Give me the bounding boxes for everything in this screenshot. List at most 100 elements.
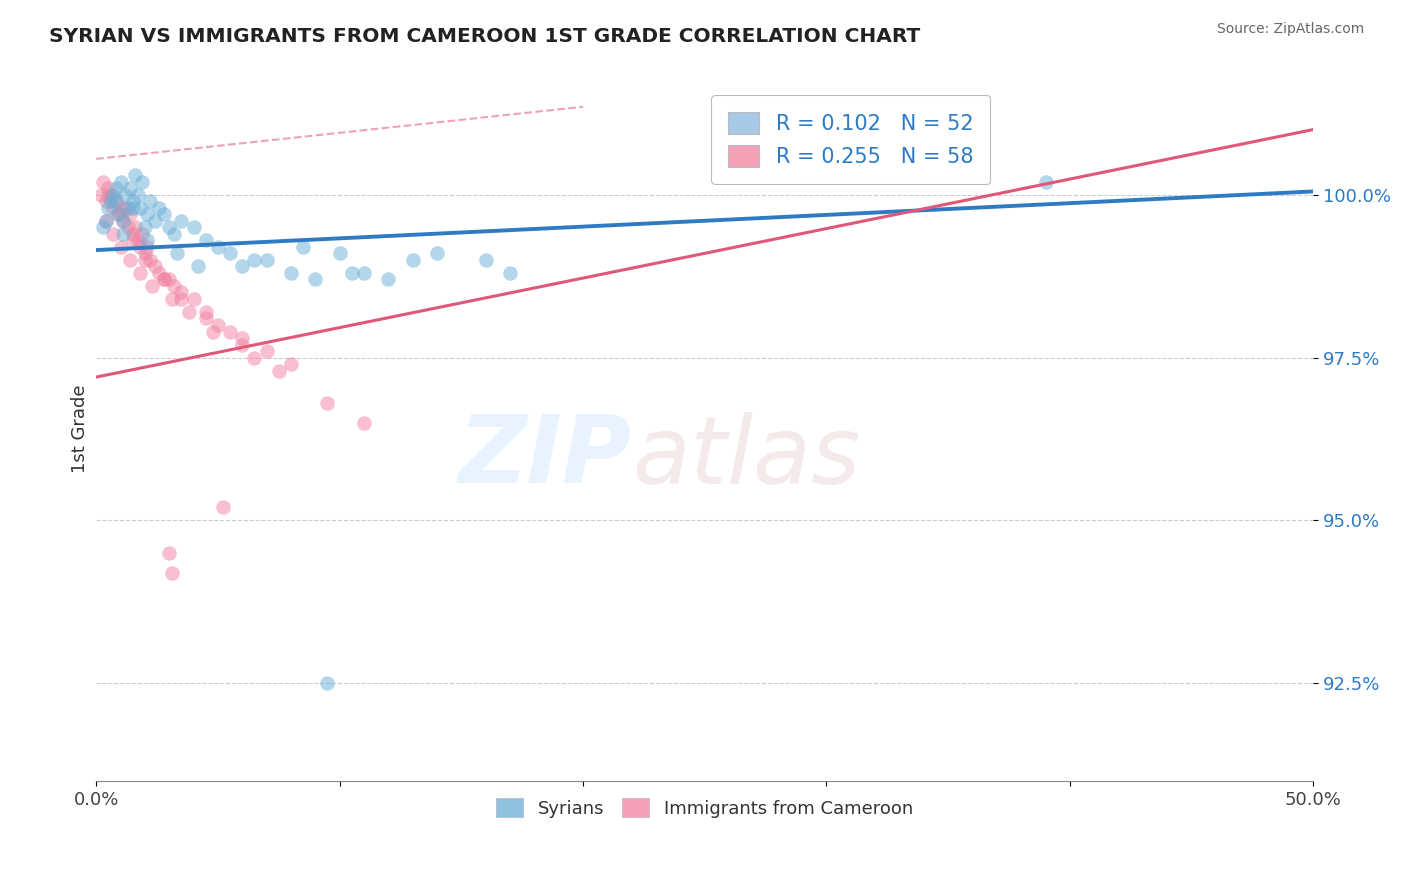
- Point: [127, 233, 149, 247]
- Point: [121, 194, 143, 209]
- Point: [499, 266, 522, 280]
- Point: [94, 213, 117, 227]
- Point: [131, 175, 153, 189]
- Point: [97, 181, 120, 195]
- Point: [202, 325, 225, 339]
- Point: [114, 187, 136, 202]
- Point: [256, 344, 278, 359]
- Point: [103, 227, 125, 241]
- Point: [134, 220, 156, 235]
- Point: [111, 227, 134, 241]
- Text: Source: ZipAtlas.com: Source: ZipAtlas.com: [1216, 22, 1364, 37]
- Point: [117, 220, 139, 235]
- Point: [177, 305, 200, 319]
- Point: [157, 220, 180, 235]
- Point: [129, 266, 152, 280]
- Point: [143, 260, 166, 274]
- Point: [207, 240, 229, 254]
- Point: [160, 292, 183, 306]
- Point: [120, 207, 142, 221]
- Point: [104, 181, 127, 195]
- Point: [90, 187, 112, 202]
- Point: [120, 181, 142, 195]
- Point: [136, 233, 159, 247]
- Point: [100, 194, 122, 209]
- Point: [231, 337, 253, 351]
- Point: [292, 240, 315, 254]
- Point: [94, 213, 117, 227]
- Text: ZIP: ZIP: [458, 411, 631, 503]
- Point: [183, 292, 205, 306]
- Point: [143, 213, 166, 227]
- Point: [340, 266, 363, 280]
- Point: [183, 220, 205, 235]
- Point: [426, 246, 449, 260]
- Point: [170, 285, 193, 300]
- Point: [94, 194, 117, 209]
- Point: [194, 305, 217, 319]
- Point: [111, 213, 134, 227]
- Point: [353, 266, 375, 280]
- Point: [120, 252, 142, 267]
- Point: [141, 279, 163, 293]
- Point: [219, 325, 242, 339]
- Point: [401, 252, 423, 267]
- Point: [148, 201, 170, 215]
- Point: [1035, 175, 1057, 189]
- Point: [153, 272, 176, 286]
- Point: [93, 175, 115, 189]
- Point: [267, 363, 290, 377]
- Point: [170, 213, 193, 227]
- Point: [219, 246, 242, 260]
- Point: [117, 201, 139, 215]
- Point: [103, 201, 125, 215]
- Legend: Syrians, Immigrants from Cameroon: Syrians, Immigrants from Cameroon: [489, 791, 921, 825]
- Point: [134, 252, 156, 267]
- Point: [110, 207, 132, 221]
- Point: [124, 168, 146, 182]
- Point: [329, 246, 352, 260]
- Point: [377, 272, 399, 286]
- Point: [136, 207, 159, 221]
- Point: [104, 194, 127, 209]
- Point: [170, 292, 193, 306]
- Point: [131, 227, 153, 241]
- Point: [256, 252, 278, 267]
- Point: [157, 272, 180, 286]
- Point: [211, 500, 233, 515]
- Point: [207, 318, 229, 332]
- Point: [194, 233, 217, 247]
- Point: [121, 201, 143, 215]
- Point: [134, 246, 156, 260]
- Point: [163, 279, 186, 293]
- Point: [243, 351, 266, 365]
- Point: [114, 201, 136, 215]
- Point: [97, 187, 120, 202]
- Point: [474, 252, 496, 267]
- Point: [166, 246, 188, 260]
- Point: [157, 546, 180, 560]
- Point: [93, 220, 115, 235]
- Point: [148, 266, 170, 280]
- Point: [304, 272, 326, 286]
- Point: [243, 252, 266, 267]
- Point: [231, 331, 253, 345]
- Point: [129, 240, 152, 254]
- Point: [110, 240, 132, 254]
- Point: [280, 266, 302, 280]
- Point: [231, 260, 253, 274]
- Point: [187, 260, 209, 274]
- Point: [160, 566, 183, 580]
- Point: [316, 676, 339, 690]
- Point: [111, 213, 134, 227]
- Point: [100, 187, 122, 202]
- Point: [107, 207, 129, 221]
- Point: [97, 201, 120, 215]
- Point: [280, 357, 302, 371]
- Point: [194, 311, 217, 326]
- Point: [129, 201, 152, 215]
- Point: [138, 252, 160, 267]
- Point: [104, 194, 127, 209]
- Point: [353, 416, 375, 430]
- Point: [163, 227, 186, 241]
